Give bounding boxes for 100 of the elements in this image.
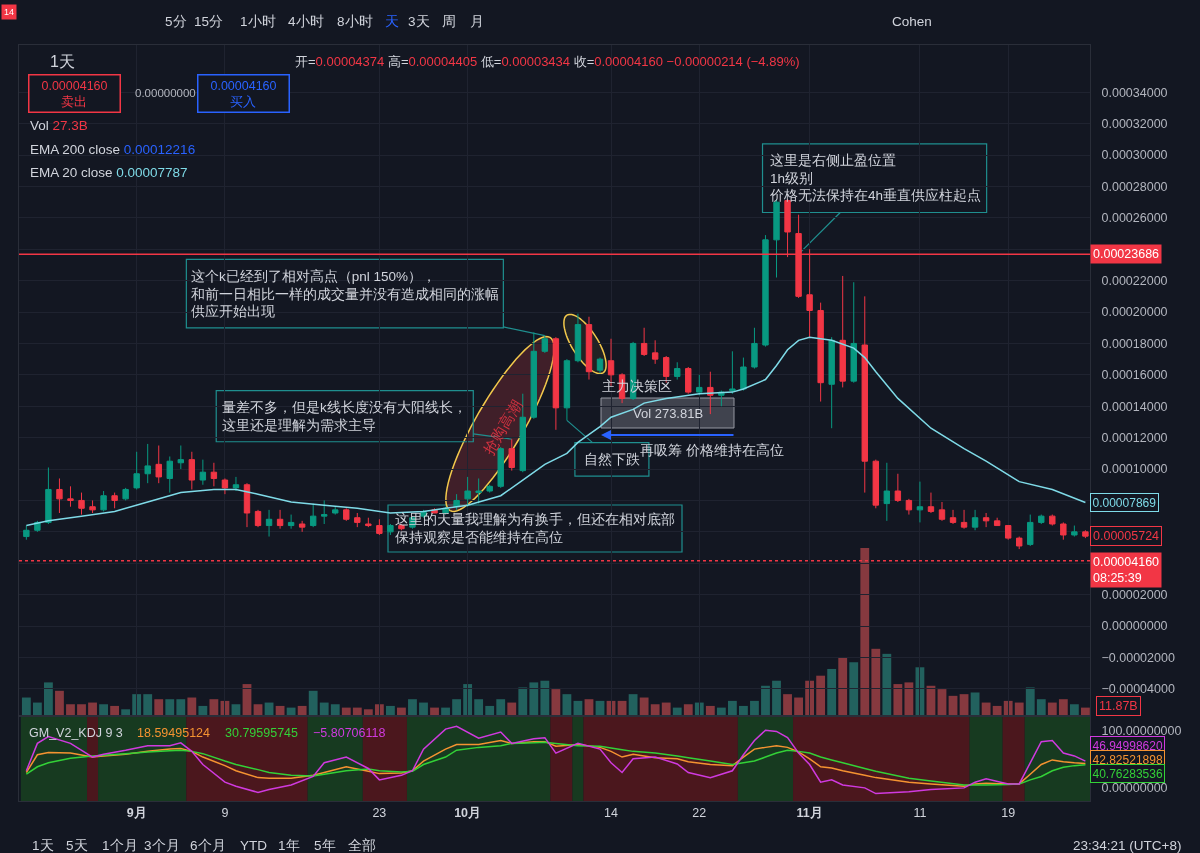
bar [739,705,748,716]
annotation: 量差不多，但是k线长度没有大阳线长，这里还是理解为需求主导 [222,400,467,433]
candlestick [1016,536,1023,550]
candlestick [696,374,703,396]
candlestick [166,455,173,494]
bar [452,699,462,716]
line-series [25,336,1087,527]
y-tick-label: 100.00000000 [1101,724,1182,739]
candlestick [254,509,262,528]
x-tick-label: 22 [692,806,707,820]
candlestick [872,459,879,509]
candlestick [651,339,659,365]
candlestick [177,445,184,470]
annotation: Vol 27.3B [30,118,88,133]
candlestick [23,525,30,541]
bar [540,680,550,716]
y-tick-label: 0.00022000 [1101,274,1168,289]
candlestick [475,477,482,505]
candlestick [552,336,560,431]
bar [187,697,197,716]
text: 月 [470,14,484,29]
annotation: EMA 20 close 0.00007787 [30,165,188,180]
text: 5天 [66,838,88,853]
candlestick [828,336,835,429]
bar [871,648,881,716]
bar [275,705,285,716]
annotation: 抢购高潮 [479,397,526,458]
candlestick [298,520,306,533]
bar [650,704,660,716]
ref-line-label: 0.00004160 08:25:39 [1093,555,1160,586]
y-tick-label: 0.00020000 [1101,305,1168,320]
bar [110,705,120,716]
x-tick-label: 11月 [796,806,823,820]
bar [176,699,186,716]
text: 15分 [194,14,224,29]
candlestick [1049,514,1056,527]
ref-line-label: 0.00023686 [1093,247,1160,261]
bar [1069,704,1079,716]
bar [330,704,340,716]
bar [121,709,131,716]
y-tick-label: 0.00000000 [1101,781,1168,796]
candlestick [740,357,747,392]
bar [705,705,715,716]
candlestick [265,509,273,538]
y-tick-label: 0.00016000 [1101,368,1168,383]
text: Cohen [892,14,932,29]
text: 1个月 [102,838,138,853]
annotation: 再吸筹 价格维持在高位 [640,443,784,458]
bar [794,697,803,716]
annotation: EMA 200 close 0.00012216 [30,142,196,157]
x-tick-label: 23 [372,806,387,820]
candlestick [122,487,129,501]
bar [992,705,1002,716]
annotation: 这里是右侧止盈位置1h级别价格无法保持在4h垂直供应柱起点 [769,153,982,204]
candlestick [343,507,350,522]
bar [55,690,64,716]
bar [363,709,373,716]
y-tick-label: 0.00030000 [1101,148,1168,163]
y-tick-label: −0.00004000 [1101,682,1175,697]
candlestick [817,302,824,403]
candlestick [1038,514,1045,525]
candlestick [1071,525,1078,538]
bar [297,705,307,716]
candlestick [486,484,493,494]
candlestick [464,476,471,508]
text: 1年 [278,838,300,853]
candlestick [563,358,571,421]
text: YTD [240,838,268,853]
bar [683,704,693,716]
candlestick [210,462,218,487]
text: 1小时 [240,14,276,29]
candlestick [894,473,902,503]
bar [32,702,42,716]
text: 天 [385,14,399,29]
bar [981,702,991,716]
text: 6个月 [190,838,226,853]
bar [209,699,219,716]
candlestick [89,499,96,514]
bar [408,699,417,716]
bar [165,699,175,716]
candlestick [839,275,846,388]
candlestick [365,517,372,528]
annotation: Vol 273.81B [633,406,704,421]
candlestick [729,350,736,395]
candlestick [993,517,1001,527]
candlestick [1060,521,1067,541]
bar [474,699,484,716]
candlestick [1027,514,1034,547]
annotation: 开=0.00004374 高=0.00004405 低=0.00003434 收=0.00004160 −0.00000214 (−4.89%) [295,54,800,69]
candlestick [243,482,251,528]
candlestick [376,518,383,536]
annotation: 0.00004160 买入 [210,78,277,109]
x-tick-label: 19 [1001,806,1016,820]
bar [783,694,792,716]
text: 1天 [32,838,54,853]
bar [661,702,671,716]
candlestick [541,335,549,354]
candlestick [144,443,151,484]
bar [893,684,903,716]
candlestick [883,462,891,522]
